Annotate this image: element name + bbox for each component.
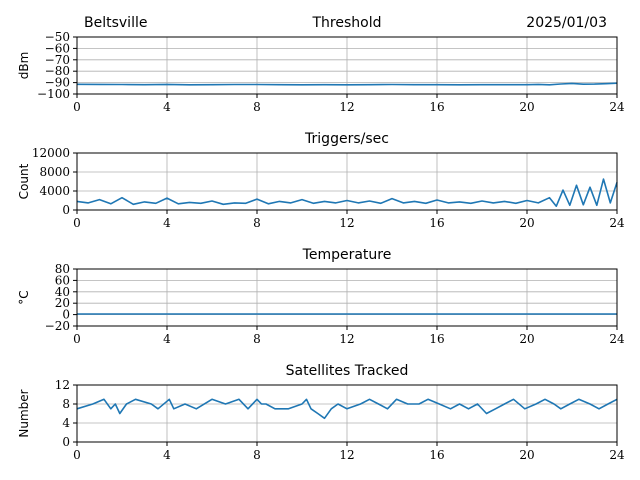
y-axis-label: Count bbox=[17, 163, 31, 199]
x-tick-label: 24 bbox=[609, 100, 625, 114]
y-tick-label: 60 bbox=[55, 273, 70, 287]
series-line bbox=[76, 398, 618, 420]
x-tick-label: 0 bbox=[73, 448, 81, 462]
y-tick-label: −60 bbox=[45, 41, 70, 55]
panel-title: Temperature bbox=[302, 247, 392, 263]
y-tick-label: −80 bbox=[45, 64, 70, 78]
x-tick-label: 24 bbox=[609, 216, 625, 230]
series-line bbox=[76, 178, 618, 207]
y-axis-label: dBm bbox=[17, 52, 31, 80]
y-tick-label: −90 bbox=[45, 76, 70, 90]
x-tick-label: 20 bbox=[519, 448, 534, 462]
x-tick-label: 8 bbox=[253, 100, 261, 114]
y-tick-label: 8 bbox=[62, 397, 70, 411]
x-tick-label: 20 bbox=[519, 332, 534, 346]
x-tick-label: 4 bbox=[163, 448, 171, 462]
y-tick-label: −50 bbox=[45, 30, 70, 44]
y-tick-label: 4000 bbox=[39, 184, 70, 198]
y-axis-label: Number bbox=[17, 389, 31, 437]
panel-2: 0 4 8 12 16 20 24 0 4000 8000 12000 Triggers/sec Cou… bbox=[17, 131, 625, 230]
y-axis-label: °C bbox=[17, 290, 31, 304]
y-tick-label: 20 bbox=[55, 296, 70, 310]
panel-title: Threshold bbox=[312, 15, 382, 31]
y-tick-label: 0 bbox=[62, 203, 70, 217]
date-label: 2025/01/03 bbox=[526, 15, 607, 31]
x-tick-label: 0 bbox=[73, 216, 81, 230]
y-tick-label: 80 bbox=[55, 262, 70, 276]
y-tick-label: 12000 bbox=[32, 146, 70, 160]
y-tick-label: 40 bbox=[55, 285, 70, 299]
panel-4: 0 4 8 12 16 20 24 0 4 8 12 Satellites Tracked Number bbox=[17, 363, 625, 462]
x-tick-label: 24 bbox=[609, 332, 625, 346]
series-line bbox=[76, 82, 618, 86]
x-tick-label: 0 bbox=[73, 100, 81, 114]
x-tick-label: 12 bbox=[339, 100, 354, 114]
x-tick-label: 12 bbox=[339, 216, 354, 230]
x-tick-label: 16 bbox=[429, 216, 444, 230]
y-tick-label: 0 bbox=[62, 308, 70, 322]
station-label: Beltsville bbox=[84, 15, 147, 31]
x-tick-label: 4 bbox=[163, 100, 171, 114]
panel-title: Triggers/sec bbox=[304, 131, 389, 147]
x-tick-label: 4 bbox=[163, 216, 171, 230]
y-tick-label: −70 bbox=[45, 53, 70, 67]
x-tick-label: 0 bbox=[73, 332, 81, 346]
y-tick-label: 8000 bbox=[39, 165, 70, 179]
x-tick-label: 8 bbox=[253, 216, 261, 230]
x-tick-label: 8 bbox=[253, 332, 261, 346]
panel-title: Satellites Tracked bbox=[286, 363, 409, 379]
x-tick-label: 16 bbox=[429, 100, 444, 114]
x-tick-label: 8 bbox=[253, 448, 261, 462]
x-tick-label: 24 bbox=[609, 448, 625, 462]
y-tick-label: 0 bbox=[62, 435, 70, 449]
x-tick-label: 16 bbox=[429, 332, 444, 346]
y-tick-label: −20 bbox=[45, 319, 70, 333]
x-tick-label: 16 bbox=[429, 448, 444, 462]
x-tick-label: 12 bbox=[339, 448, 354, 462]
panel-1: 0 4 8 12 16 20 24 −100−90−80−70−60−50 Threshold d… bbox=[17, 15, 625, 114]
x-tick-label: 12 bbox=[339, 332, 354, 346]
x-tick-label: 20 bbox=[519, 216, 534, 230]
x-tick-label: 20 bbox=[519, 100, 534, 114]
x-tick-label: 4 bbox=[163, 332, 171, 346]
y-tick-label: 12 bbox=[55, 378, 70, 392]
y-tick-label: −100 bbox=[37, 87, 70, 101]
y-tick-label: 4 bbox=[62, 416, 70, 430]
